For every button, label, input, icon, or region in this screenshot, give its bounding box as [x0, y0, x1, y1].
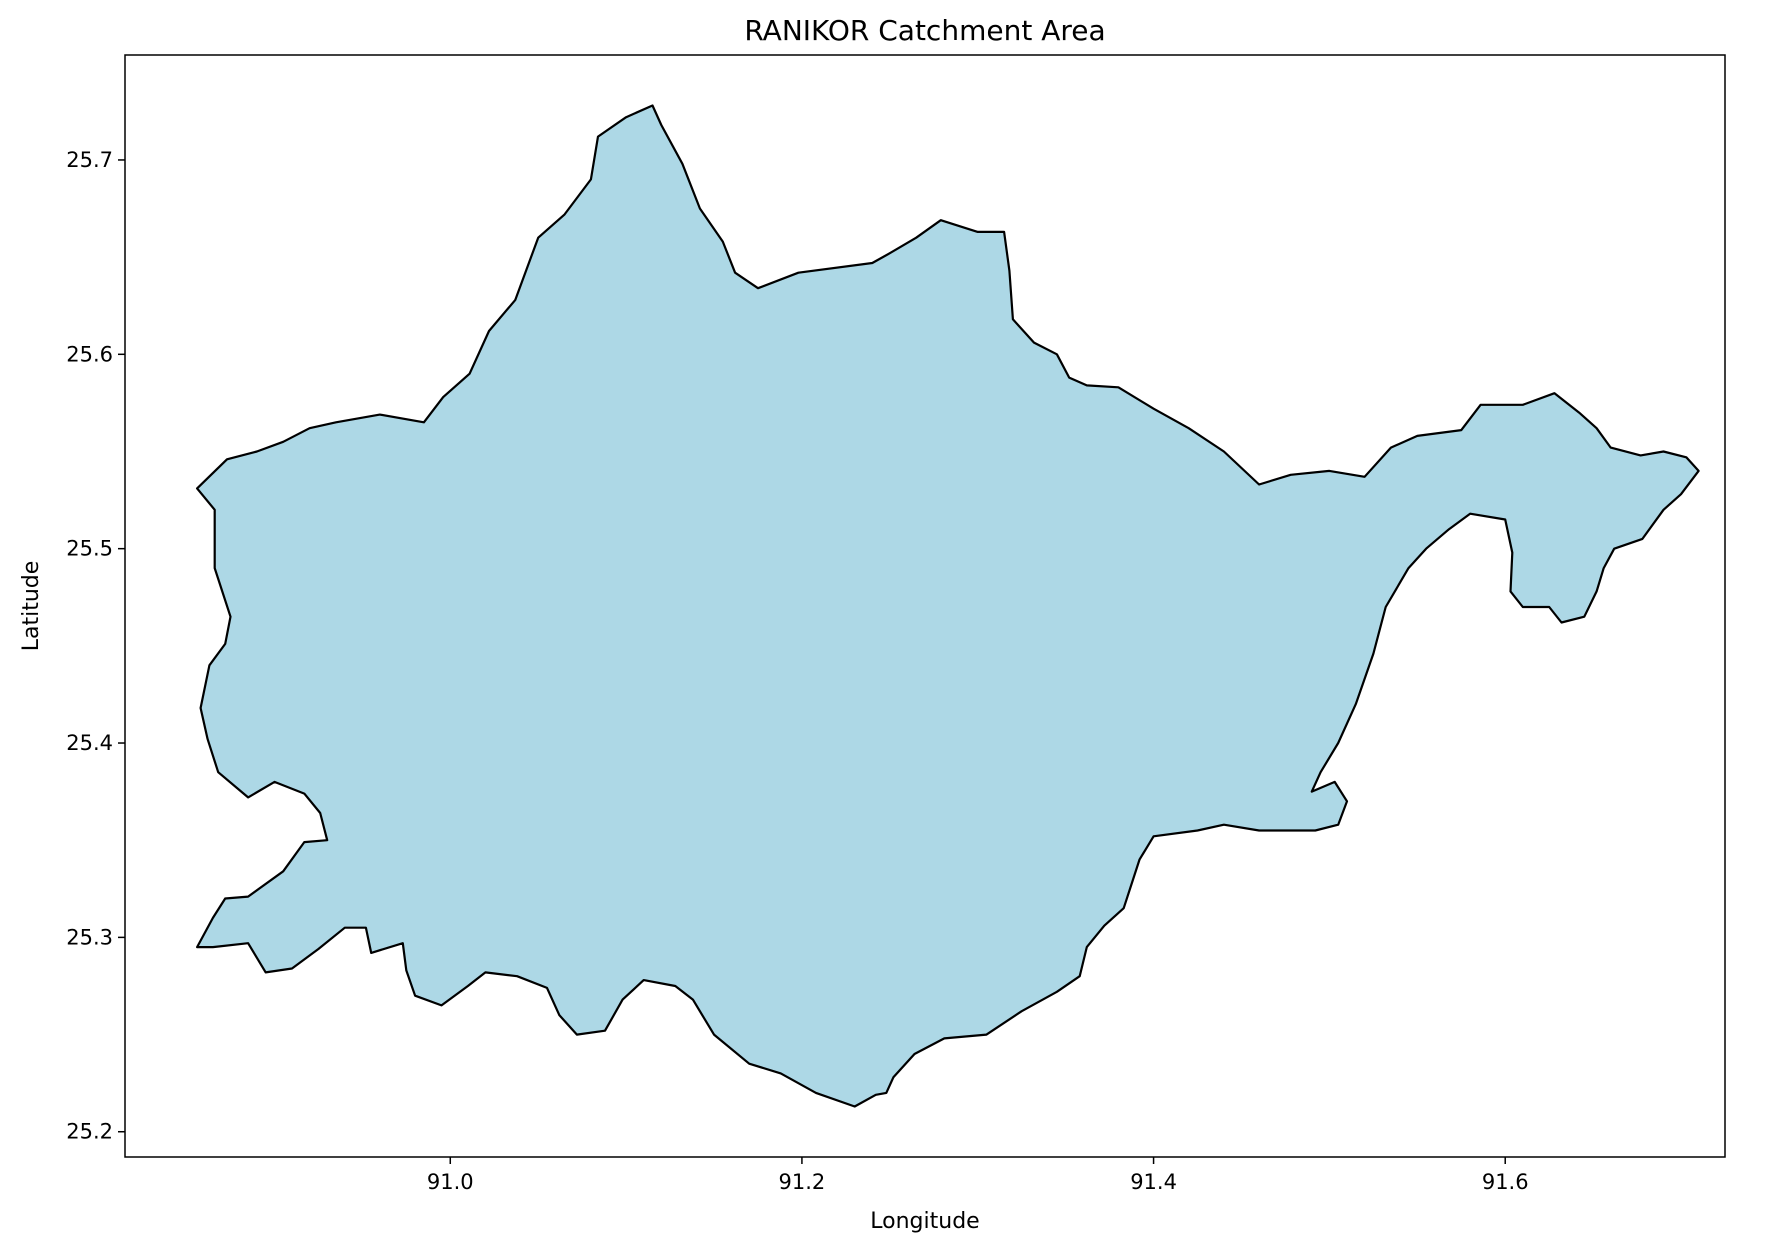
x-axis-label: Longitude — [870, 1209, 979, 1234]
y-axis-ticks: 25.2 25.3 25.4 25.5 25.6 25.7 — [66, 148, 125, 1144]
y-tick-label: 25.2 — [66, 1120, 113, 1144]
x-axis-ticks: 91.0 91.2 91.4 91.6 — [427, 1157, 1529, 1194]
chart-title: RANIKOR Catchment Area — [744, 14, 1105, 47]
y-tick-label: 25.3 — [66, 925, 113, 949]
y-tick-label: 25.6 — [66, 342, 113, 366]
x-tick-label: 91.2 — [779, 1170, 826, 1194]
y-tick-label: 25.7 — [66, 148, 113, 172]
x-tick-label: 91.0 — [427, 1170, 474, 1194]
x-tick-label: 91.4 — [1130, 1170, 1177, 1194]
y-tick-label: 25.5 — [66, 537, 113, 561]
axes-frame — [124, 54, 1726, 1158]
map-plot-area — [196, 104, 1700, 1108]
y-tick-label: 25.4 — [66, 731, 113, 755]
x-tick-label: 91.6 — [1482, 1170, 1529, 1194]
y-axis-label: Latitude — [19, 561, 44, 652]
catchment-area-polygon — [196, 104, 1700, 1108]
